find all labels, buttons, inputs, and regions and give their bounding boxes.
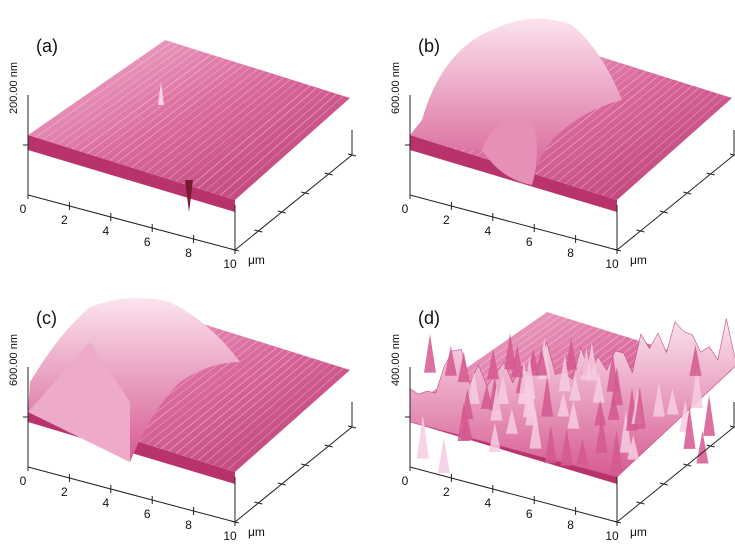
surface-spike (703, 395, 715, 436)
unit-label: μm (630, 253, 647, 267)
x-tick-label: 0 (20, 202, 27, 216)
x-axis (410, 195, 617, 250)
x-tick-label: 4 (102, 496, 109, 510)
x-axis (410, 467, 617, 522)
y-tick (301, 464, 309, 466)
x-tick-label: 8 (567, 518, 574, 532)
y-tick (683, 192, 691, 194)
afm-panel: 0 2 4 6 8 10 μm 600.00 nm (b) (390, 19, 735, 271)
x-tick-label: 4 (484, 224, 491, 238)
y-tick (278, 211, 286, 213)
y-tick (254, 230, 262, 232)
x-tick-label: 2 (443, 213, 450, 227)
z-label: 600.00 nm (390, 62, 402, 114)
afm-panel: 0 2 4 6 8 10 μm 600.00 nm (c) (8, 298, 356, 543)
y-tick (325, 445, 333, 447)
x-tick-label: 4 (484, 496, 491, 510)
x-tick-label: 8 (567, 246, 574, 260)
x-tick-label: 2 (443, 485, 450, 499)
y-tick (636, 502, 644, 504)
surface-spike (696, 431, 708, 463)
y-tick (636, 230, 644, 232)
z-label: 600.00 nm (8, 334, 20, 386)
x-tick-label: 8 (185, 246, 192, 260)
x-tick-label: 0 (402, 474, 409, 488)
panel-label: (c) (36, 308, 57, 328)
y-tick (683, 464, 691, 466)
z-label: 400.00 nm (390, 334, 402, 386)
unit-label: μm (248, 525, 265, 539)
z-label: 200.00 nm (8, 62, 20, 114)
x-tick-label: 8 (185, 518, 192, 532)
y-tick (254, 502, 262, 504)
y-tick (660, 211, 668, 213)
y-tick (325, 173, 333, 175)
afm-panel: 0 2 4 6 8 10 μm 400.00 nm (d) (390, 308, 735, 543)
surface-spike (424, 334, 436, 373)
panel-label: (d) (418, 308, 440, 328)
surface-spike (438, 438, 450, 473)
x-tick-label: 0 (20, 474, 27, 488)
x-tick-label: 6 (144, 507, 151, 521)
x-axis (28, 195, 235, 250)
x-axis (28, 467, 235, 522)
afm-panel: 0 2 4 6 8 10 μm 200.00 nm (a) (8, 36, 356, 271)
x-tick-label: 10 (223, 257, 237, 271)
x-tick-label: 2 (61, 213, 68, 227)
panel-label: (b) (418, 36, 440, 56)
unit-label: μm (248, 253, 265, 267)
x-tick-label: 10 (605, 529, 619, 543)
figure: 0 2 4 6 8 10 μm 200.00 nm (a) 0 2 4 6 8 10 μm 600.00 nm (… (0, 0, 735, 544)
y-tick (278, 483, 286, 485)
y-tick (660, 483, 668, 485)
x-tick-label: 0 (402, 202, 409, 216)
x-tick-label: 10 (223, 529, 237, 543)
x-tick-label: 10 (605, 257, 619, 271)
panel-label: (a) (36, 36, 58, 56)
x-tick-label: 2 (61, 485, 68, 499)
x-tick-label: 6 (144, 235, 151, 249)
x-tick-label: 6 (526, 235, 533, 249)
y-tick (301, 192, 309, 194)
unit-label: μm (630, 525, 647, 539)
x-tick-label: 6 (526, 507, 533, 521)
x-tick-label: 4 (102, 224, 109, 238)
y-tick (707, 445, 715, 447)
y-tick (707, 173, 715, 175)
